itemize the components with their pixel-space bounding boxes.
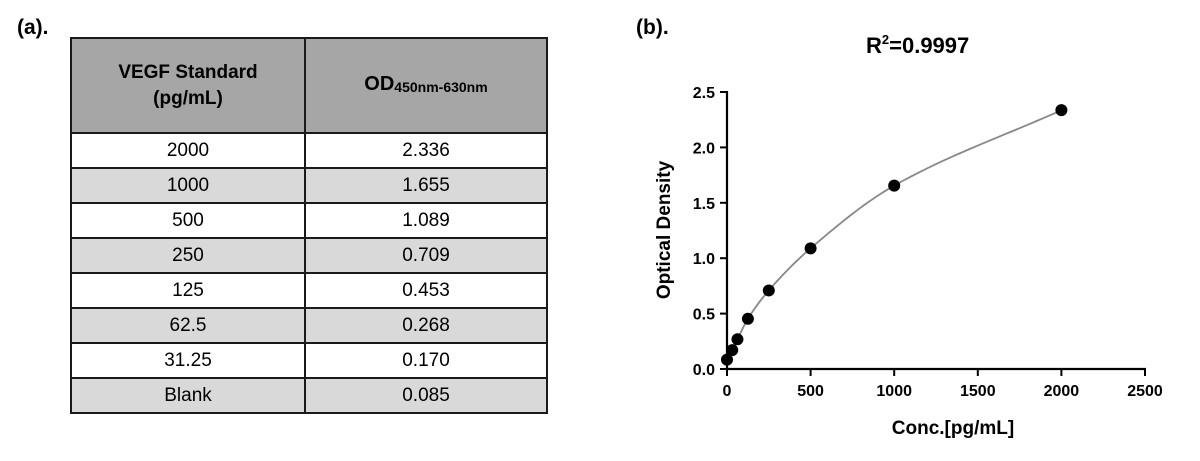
x-tick-label: 1000 (876, 383, 912, 400)
x-tick-label: 2500 (1127, 383, 1163, 400)
table-row: 62.5 0.268 (70, 307, 548, 344)
panel-label-a: (a). (17, 16, 49, 39)
table-cell-concentration: 500 (70, 202, 306, 239)
standard-curve-table: VEGF Standard (pg/mL) OD450nm-630nm 2000… (70, 37, 548, 414)
table-row: 31.25 0.170 (70, 342, 548, 379)
table-row: 250 0.709 (70, 237, 548, 274)
y-tick-label: 2.5 (693, 85, 715, 102)
header-concentration: VEGF Standard (pg/mL) (70, 37, 306, 134)
x-axis-label: Conc.[pg/mL] (892, 418, 1014, 439)
y-axis-label: Optical Density (654, 160, 675, 299)
data-point (726, 344, 739, 357)
data-points-layer (721, 104, 1068, 366)
data-point (888, 179, 901, 192)
data-point (804, 242, 817, 255)
table-cell-od: 0.268 (304, 307, 548, 344)
data-point (731, 333, 744, 346)
table-cell-od: 0.170 (304, 342, 548, 379)
header-od-subscript: 450nm-630nm (394, 79, 488, 95)
table-cell-concentration: 2000 (70, 132, 306, 169)
x-tick-label: 0 (723, 383, 732, 400)
fit-curve-layer (726, 109, 1062, 361)
header-concentration-line2: (pg/mL) (153, 87, 223, 109)
table-cell-concentration: 62.5 (70, 307, 306, 344)
data-point (1055, 104, 1068, 117)
chart-title-rest: =0.9997 (889, 33, 969, 58)
x-tick-label: 2000 (1044, 383, 1080, 400)
chart-title-main: R (866, 33, 882, 58)
y-tick-label: 1.0 (693, 251, 715, 268)
table-cell-concentration: Blank (70, 377, 306, 414)
standard-curve-chart: R2=0.9997 0 500 1000 1500 2000 2500 0.0 0.5 1.0 1… (654, 32, 1163, 439)
header-concentration-line1: VEGF Standard (118, 61, 258, 83)
chart-title-superscript: 2 (882, 32, 889, 47)
table-cell-od: 0.085 (304, 377, 548, 414)
table-cell-concentration: 125 (70, 272, 306, 309)
header-od: OD450nm-630nm (304, 37, 548, 134)
table-cell-od: 1.655 (304, 167, 548, 204)
fit-curve (726, 109, 1062, 361)
table-cell-concentration: 1000 (70, 167, 306, 204)
table-row: 125 0.453 (70, 272, 548, 309)
table-cell-od: 0.453 (304, 272, 548, 309)
y-tick-label: 2.0 (693, 140, 715, 157)
table-cell-concentration: 250 (70, 237, 306, 274)
table-cell-od: 2.336 (304, 132, 548, 169)
data-point (721, 353, 733, 366)
y-tick-label: 1.5 (693, 196, 715, 213)
chart-axes: 0 500 1000 1500 2000 2500 0.0 0.5 1.0 1.5 2.0 2.5 (693, 85, 1163, 400)
table-row: 500 1.089 (70, 202, 548, 239)
chart-title: R2=0.9997 (866, 32, 969, 58)
data-point (762, 284, 775, 297)
header-od-main: OD (364, 73, 395, 95)
table-row: 1000 1.655 (70, 167, 548, 204)
table-cell-concentration: 31.25 (70, 342, 306, 379)
x-tick-label: 500 (797, 383, 824, 400)
table-row: Blank 0.085 (70, 377, 548, 414)
y-tick-label: 0.5 (693, 307, 715, 324)
y-tick-label: 0.0 (693, 362, 715, 379)
data-point (741, 312, 754, 325)
table-cell-od: 0.709 (304, 237, 548, 274)
table-row: 2000 2.336 (70, 132, 548, 169)
x-tick-label: 1500 (960, 383, 996, 400)
table-header-row: VEGF Standard (pg/mL) OD450nm-630nm (70, 37, 548, 134)
table-cell-od: 1.089 (304, 202, 548, 239)
panel-label-b: (b). (636, 16, 669, 39)
